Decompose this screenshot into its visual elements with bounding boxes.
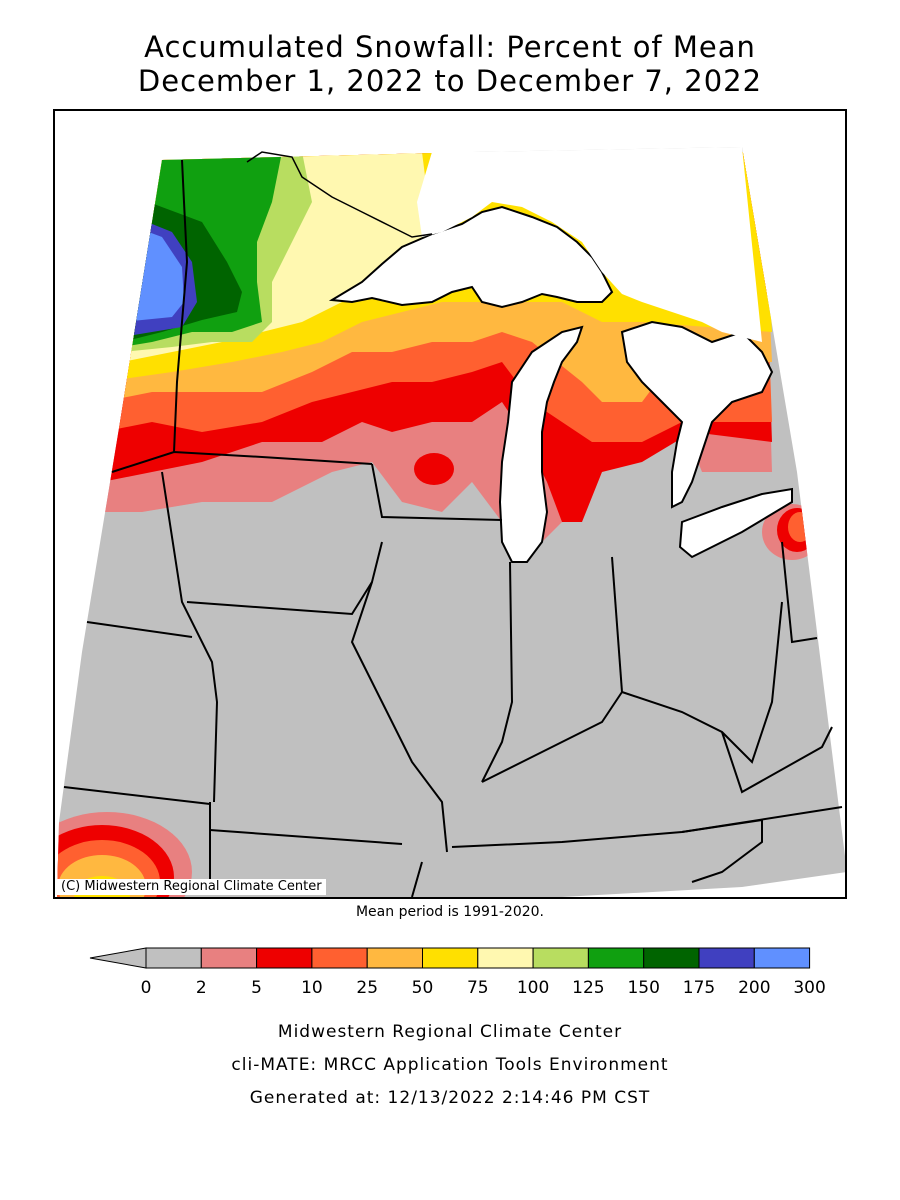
legend-tick-label: 75	[467, 978, 489, 998]
legend-tick-label: 2	[196, 978, 207, 998]
snowfall-map	[57, 147, 845, 897]
legend-swatch	[477, 947, 534, 969]
legend-swatch	[698, 947, 755, 969]
mean-period-note: Mean period is 1991-2020.	[355, 904, 545, 920]
legend-arrow	[89, 947, 147, 969]
map-date-range: December 1, 2022 to December 7, 2022	[137, 64, 763, 98]
legend-tick-label: 5	[251, 978, 262, 998]
legend-tick-label: 0	[141, 978, 152, 998]
legend-swatch	[587, 947, 645, 969]
footer-tool: cli-MATE: MRCC Application Tools Environ…	[231, 1055, 669, 1075]
legend-swatch	[256, 947, 313, 969]
footer-org: Midwestern Regional Climate Center	[277, 1022, 623, 1042]
map-panel: (C) Midwestern Regional Climate Center	[53, 109, 847, 899]
lake-erie	[678, 487, 793, 559]
legend-swatch	[200, 947, 258, 969]
ne-blob-10-25	[788, 512, 812, 542]
lake-huron	[620, 320, 774, 509]
legend-tick-label: 200	[738, 978, 770, 998]
legend-swatch	[145, 947, 202, 969]
contour-10-25-blob	[414, 453, 454, 485]
legend-tick-label: 175	[683, 978, 715, 998]
state-boundaries	[63, 159, 843, 897]
legend-swatch	[311, 947, 368, 969]
legend-swatch	[366, 947, 424, 969]
coastline	[246, 151, 433, 238]
legend-swatch	[643, 947, 700, 969]
legend-swatch	[422, 947, 479, 969]
map-title: Accumulated Snowfall: Percent of Mean	[144, 30, 756, 64]
color-legend: 0 2 5 10 25 50 75 100 125 150 175 200 300	[89, 947, 826, 998]
copyright-label: (C) Midwestern Regional Climate Center	[57, 879, 326, 895]
lake-michigan	[498, 325, 584, 563]
legend-tick-label: 150	[627, 978, 659, 998]
legend-tick-label: 10	[301, 978, 323, 998]
legend-tick-label: 25	[356, 978, 378, 998]
legend-tick-label: 50	[412, 978, 434, 998]
legend-tick-label: 300	[793, 978, 825, 998]
legend-swatch	[532, 947, 589, 969]
footer-generated: Generated at: 12/13/2022 2:14:46 PM CST	[249, 1088, 651, 1108]
legend-tick-label: 125	[572, 978, 604, 998]
legend-tick-label: 100	[517, 978, 549, 998]
legend-swatch	[753, 947, 811, 969]
white-canada-area	[417, 147, 762, 342]
